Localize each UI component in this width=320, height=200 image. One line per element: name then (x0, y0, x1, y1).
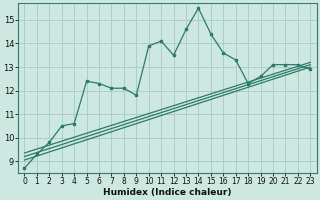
X-axis label: Humidex (Indice chaleur): Humidex (Indice chaleur) (103, 188, 232, 197)
